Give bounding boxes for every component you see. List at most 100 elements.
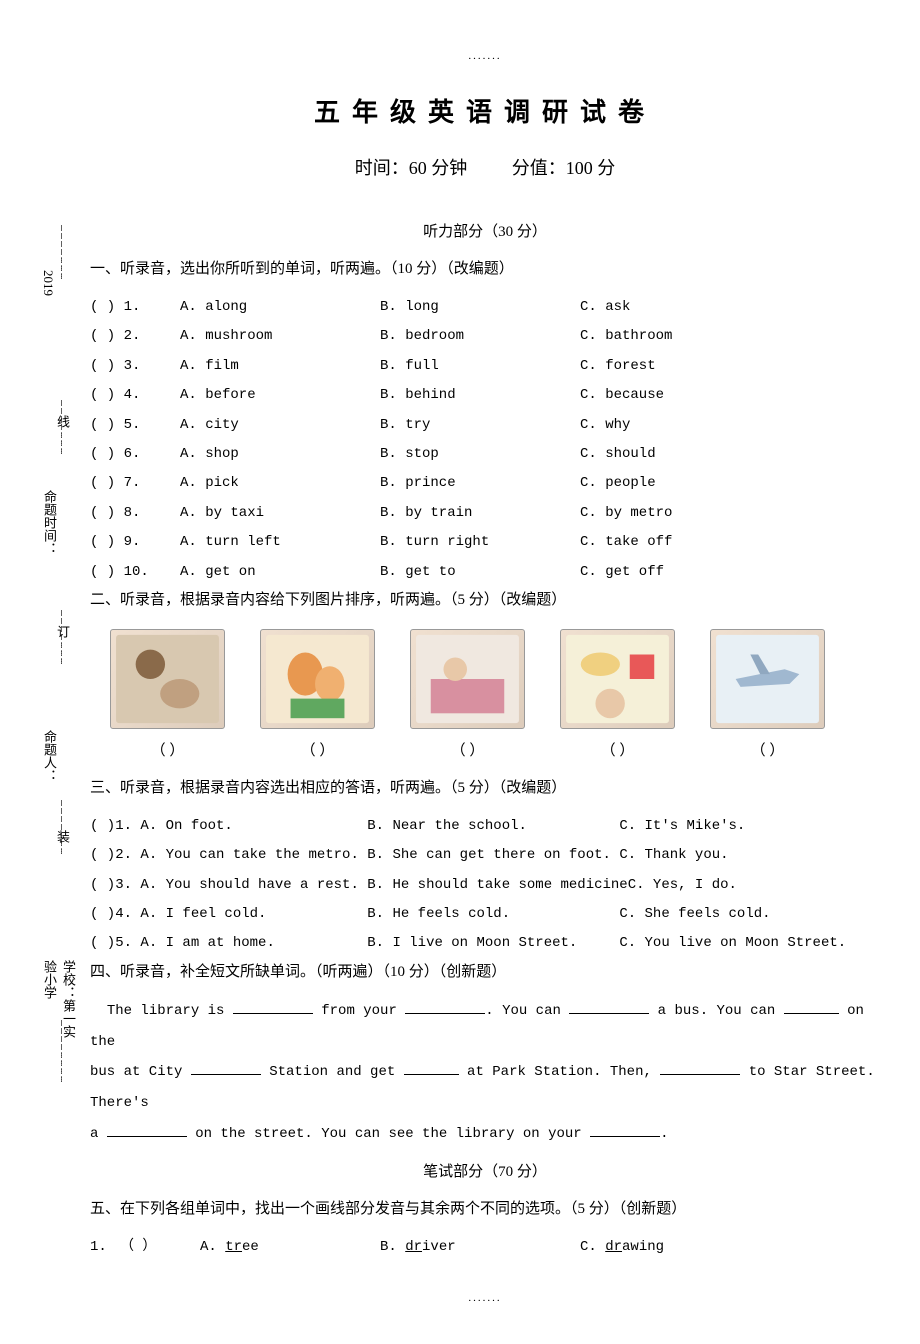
option-a: A. get on <box>180 558 380 587</box>
option-a: A. On foot. <box>140 818 367 834</box>
option-c: C. people <box>580 469 880 498</box>
written-header: 笔试部分（70 分） <box>90 1160 880 1181</box>
blank <box>405 998 485 1014</box>
q5-c: C. drawing <box>580 1239 664 1255</box>
question-row: ( ) 4.A. beforeB. behindC. because <box>90 381 880 410</box>
option-c: C. It's Mike's. <box>619 818 745 834</box>
option-a: A. by taxi <box>180 499 380 528</box>
side-dash: ┄┄┄┄┄┄┄ <box>55 610 66 666</box>
q5-paren: （ ） <box>120 1233 200 1262</box>
side-year: 2019 <box>40 270 56 296</box>
paren: ( ) 3. <box>90 352 180 381</box>
blank <box>784 998 839 1014</box>
side-dash: ┄┄┄┄┄┄┄ <box>55 800 66 856</box>
paren: ( )3. <box>90 877 140 893</box>
option-c: C. get off <box>580 558 880 587</box>
option-b: B. long <box>380 293 580 322</box>
paren: ( )4. <box>90 906 140 922</box>
section1-instruction: 一、听录音，选出你所听到的单词，听两遍。（10 分）（改编题） <box>90 256 880 283</box>
paren: ( ) 4. <box>90 381 180 410</box>
paren-blank: （ ） <box>110 739 225 760</box>
option-b: B. He feels cold. <box>367 906 619 922</box>
side-dash: ┄┄┄┄┄┄┄ <box>55 225 66 281</box>
section4-instruction: 四、听录音，补全短文所缺单词。（听两遍）（10 分）（创新题） <box>90 959 880 986</box>
question-row: ( ) 9.A. turn leftB. turn rightC. take o… <box>90 528 880 557</box>
option-b: B. try <box>380 411 580 440</box>
paren-blank: （ ） <box>710 739 825 760</box>
side-dash: ┄┄┄┄┄┄┄┄ <box>55 1020 66 1084</box>
paren: ( ) 5. <box>90 411 180 440</box>
question-row: ( ) 3.A. filmB. fullC. forest <box>90 352 880 381</box>
paren-blank: （ ） <box>560 739 675 760</box>
blank <box>233 998 313 1014</box>
question-row: ( ) 10.A. get onB. get toC. get off <box>90 558 880 587</box>
section1-list: ( ) 1.A. alongB. longC. ask( ) 2.A. mush… <box>90 293 880 587</box>
option-c: C. You live on Moon Street. <box>619 935 846 951</box>
option-b: B. bedroom <box>380 322 580 351</box>
question-row: ( )3. A. You should have a rest. B. He s… <box>90 871 880 900</box>
question-row: ( )2. A. You can take the metro. B. She … <box>90 841 880 870</box>
image-cake-gift <box>560 629 675 729</box>
question-row: ( ) 7.A. pickB. princeC. people <box>90 469 880 498</box>
q5-num: 1. <box>90 1233 120 1262</box>
fill-text: a bus. You can <box>649 1003 783 1019</box>
paren: ( ) 6. <box>90 440 180 469</box>
option-a: A. film <box>180 352 380 381</box>
question-row: ( )4. A. I feel cold. B. He feels cold. … <box>90 900 880 929</box>
subtitle: 时间：60 分钟 分值：100 分 <box>90 154 880 180</box>
image-sick-bed <box>410 629 525 729</box>
option-c: C. take off <box>580 528 880 557</box>
bottom-dots: ....... <box>90 1292 880 1304</box>
image-dentist <box>110 629 225 729</box>
question-row: ( ) 2.A. mushroomB. bedroomC. bathroom <box>90 322 880 351</box>
fill-text: Station and get <box>261 1064 404 1080</box>
option-b: B. behind <box>380 381 580 410</box>
paren: ( ) 8. <box>90 499 180 528</box>
fill-paragraph: The library is from your . You can a bus… <box>90 996 880 1150</box>
section3-instruction: 三、听录音，根据录音内容选出相应的答语，听两遍。（5 分）（改编题） <box>90 775 880 802</box>
option-b: B. prince <box>380 469 580 498</box>
option-a: A. You can take the metro. <box>140 847 367 863</box>
option-c: C. should <box>580 440 880 469</box>
option-b: B. stop <box>380 440 580 469</box>
option-c: C. Yes, I do. <box>628 877 737 893</box>
fill-text: . <box>660 1126 668 1142</box>
option-b: B. turn right <box>380 528 580 557</box>
option-a: A. turn left <box>180 528 380 557</box>
paren: ( ) 1. <box>90 293 180 322</box>
image-cats <box>260 629 375 729</box>
q5-a: A. tree <box>200 1233 380 1262</box>
option-a: A. along <box>180 293 380 322</box>
top-dots: ....... <box>90 50 880 62</box>
fill-text: at Park Station. Then, <box>459 1064 661 1080</box>
paren: ( ) 2. <box>90 322 180 351</box>
option-b: B. I live on Moon Street. <box>367 935 619 951</box>
blank <box>569 998 649 1014</box>
side-time: 命题时间： <box>40 490 59 555</box>
option-a: A. before <box>180 381 380 410</box>
side-author: 命题人： <box>40 730 59 782</box>
option-a: A. You should have a rest. <box>140 877 367 893</box>
blank <box>660 1059 740 1075</box>
question-row: ( )5. A. I am at home. B. I live on Moon… <box>90 929 880 958</box>
option-b: B. He should take some medicine <box>367 877 627 893</box>
option-b: B. by train <box>380 499 580 528</box>
paren: ( ) 10. <box>90 558 180 587</box>
fill-text: a <box>90 1126 107 1142</box>
section5-instruction: 五、在下列各组单词中，找出一个画线部分发音与其余两个不同的选项。（5 分）（创新… <box>90 1196 880 1223</box>
option-a: A. pick <box>180 469 380 498</box>
option-a: A. I am at home. <box>140 935 367 951</box>
section5-item: 1.（ ）A. treeB. driverC. drawing <box>90 1233 880 1262</box>
option-a: A. shop <box>180 440 380 469</box>
question-row: ( ) 5.A. cityB. tryC. why <box>90 411 880 440</box>
listening-header: 听力部分（30 分） <box>90 220 880 241</box>
score-text: 分值：100 分 <box>512 158 616 178</box>
time-text: 时间：60 分钟 <box>355 158 468 178</box>
paren: ( )5. <box>90 935 140 951</box>
binding-margin: 学校：第一实验小学 ┄┄┄┄┄┄┄┄ 装 命题人： ┄┄┄┄┄┄┄ 订 命题时间… <box>40 230 65 1050</box>
option-a: A. mushroom <box>180 322 380 351</box>
image-plane <box>710 629 825 729</box>
option-b: B. full <box>380 352 580 381</box>
fill-text: on the street. You can see the library o… <box>187 1126 590 1142</box>
fill-text: The library is <box>107 1003 233 1019</box>
